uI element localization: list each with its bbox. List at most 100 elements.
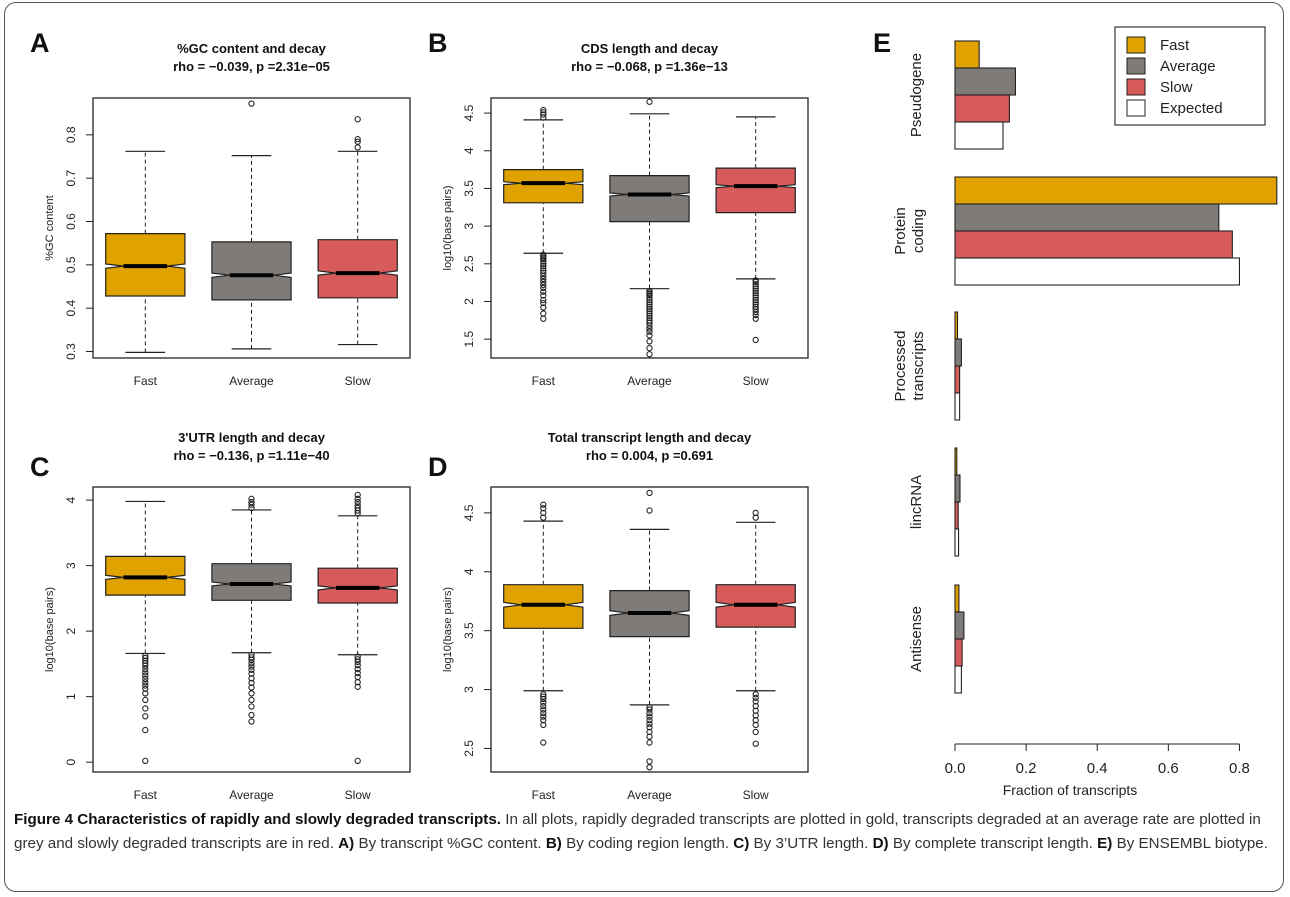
- caption-label-d: D): [872, 835, 889, 852]
- panel-b-fast-outlier-1: [540, 310, 547, 317]
- panel-letter-a: A: [30, 28, 50, 58]
- panel-c-average-outlier-16: [248, 501, 255, 508]
- panel-a-ytick-label-4: 0.7: [64, 170, 78, 187]
- panel-e-category-label-protein-coding-line-0: Protein: [892, 207, 909, 255]
- panel-c-average-outlier-18: [248, 495, 255, 502]
- panel-b-average-outlier-22: [646, 287, 653, 295]
- panel-e-bar-processed-transcripts-slow: [954, 365, 961, 394]
- panel-b-slow-outlier-15: [752, 280, 759, 288]
- panel-c-slow-outlier-12: [354, 504, 361, 512]
- panel-b-fast-outlier-7: [540, 284, 547, 292]
- panel-c-fast-outlier-12: [142, 665, 149, 673]
- panel-d-ytick-label-4: 4.5: [462, 504, 476, 521]
- panel-a-average-outlier-0: [248, 100, 255, 107]
- panel-d-average-outlier-1: [646, 758, 653, 765]
- panel-b-fast-outlier-5: [540, 292, 547, 299]
- panel-a-ytick-label-0: 0.3: [64, 343, 78, 360]
- panel-c-slow-outlier-6: [354, 662, 361, 669]
- panel-e-bar-lincrna-average: [954, 474, 961, 503]
- panel-c-ytick-label-0: 0: [64, 759, 78, 766]
- panel-b-slow-outlier-14: [752, 283, 759, 290]
- panel-b-slow-outlier-0: [752, 336, 759, 344]
- panel-d-subtitle: rho = 0.004, p =0.691: [586, 448, 713, 463]
- panel-b-fast-outlier-25: [540, 106, 547, 114]
- panel-b-ytick-label-2: 2.5: [462, 255, 476, 272]
- panel-a-xtick-label-2: Slow: [345, 374, 371, 388]
- panel-d-slow-outlier-8: [752, 694, 759, 701]
- panel-b-slow-outlier-11: [752, 290, 759, 297]
- panel-b-average-outlier-2: [646, 338, 653, 345]
- panel-d-fast-outlier-4: [540, 709, 547, 717]
- panel-b-slow-outlier-2: [752, 311, 759, 319]
- panel-b-fast-outlier-0: [540, 315, 547, 322]
- panel-c-average-outlier-14: [248, 651, 255, 658]
- caption-text-c: By 3’UTR length.: [753, 835, 873, 852]
- panel-b-slow-box: [715, 167, 796, 214]
- panel-a-xtick-label-0: Fast: [134, 374, 158, 388]
- panel-b-ytick-label-1: 2: [462, 298, 476, 305]
- panel-b-slow-outlier-7: [752, 299, 759, 306]
- panel-e-xlabel: Fraction of transcripts: [1003, 782, 1138, 798]
- panel-c-fast-outlier-4: [142, 696, 149, 704]
- panel-e-category-label-pseudogene: Pseudogene: [908, 53, 925, 137]
- panel-e-bar-protein-coding-fast: [954, 176, 1278, 205]
- panel-e-bar-pseudogene-expected: [954, 121, 1004, 150]
- panel-b-slow-outlier-13: [752, 285, 759, 292]
- panel-b-slow-outlier-17: [752, 277, 759, 284]
- panel-d-slow-outlier-9: [752, 691, 759, 698]
- panel-d-slow-outlier-1: [752, 728, 759, 736]
- panel-e-bar-lincrna-slow: [954, 501, 959, 530]
- panel-c-ytick-label-4: 4: [64, 496, 78, 503]
- panel-e-bar-antisense-average: [954, 611, 965, 640]
- panel-e-category-label-processed-transcripts-line-1: transcripts: [910, 331, 927, 400]
- panel-c-fast-outlier-6: [142, 685, 149, 692]
- panel-c-average-outlier-9: [248, 666, 255, 673]
- panel-c-fast-outlier-7: [142, 682, 149, 689]
- panel-b-average-outlier-3: [646, 332, 653, 339]
- panel-c-fast-outlier-3: [142, 705, 149, 712]
- panel-e-xtick-label-3: 0.6: [1158, 760, 1179, 777]
- panel-e-bar-antisense-expected: [954, 665, 962, 694]
- panel-d-average-outlier-7: [646, 717, 653, 724]
- panel-c-slow-box: [317, 567, 398, 604]
- panel-b-slow-outlier-12: [752, 287, 759, 295]
- panel-b-fast-outlier-8: [540, 281, 547, 289]
- panel-b-title: CDS length and decay: [581, 41, 719, 56]
- panel-b-fast-outlier-12: [540, 269, 547, 276]
- caption-title: Figure 4 Characteristics of rapidly and …: [14, 811, 501, 828]
- panel-b-slow-outlier-6: [752, 301, 759, 308]
- panel-e-bar-processed-transcripts-average: [954, 338, 962, 367]
- panel-d-plot-frame: [490, 486, 809, 773]
- panel-b-average-outlier-11: [646, 310, 653, 317]
- panel-e-bar-lincrna-expected: [954, 528, 960, 557]
- panel-c-slow-outlier-5: [354, 665, 361, 673]
- caption-text-b: By coding region length.: [566, 835, 734, 852]
- caption-text-a: By transcript %GC content.: [358, 835, 546, 852]
- panel-c-fast-outlier-0: [142, 757, 149, 765]
- panel-b-average-outlier-12: [646, 308, 653, 315]
- panel-e-bar-protein-coding-average: [954, 203, 1220, 232]
- panel-e-bar-pseudogene-slow: [954, 94, 1010, 123]
- panel-b-ytick-label-0: 1.5: [462, 330, 476, 347]
- panel-b-fast-outlier-9: [540, 278, 547, 286]
- panel-d-slow-outlier-0: [752, 740, 759, 747]
- panel-a-slow-box: [317, 239, 398, 299]
- panel-c-fast-outlier-16: [142, 654, 149, 662]
- panel-c-xtick-label-1: Average: [229, 788, 274, 802]
- panel-b-ytick-label-6: 4.5: [462, 104, 476, 121]
- panel-d-fast-outlier-6: [540, 702, 547, 710]
- panel-b-fast-outlier-6: [540, 288, 547, 295]
- caption-text-e: By ENSEMBL biotype.: [1116, 835, 1268, 852]
- panel-a-title: %GC content and decay: [177, 41, 327, 56]
- panel-d-average-outlier-0: [646, 764, 653, 771]
- panel-d-fast-outlier-2: [540, 717, 547, 724]
- panel-b-average-outlier-8: [646, 317, 653, 324]
- panel-c-fast-outlier-17: [142, 652, 149, 660]
- panel-b-average-outlier-15: [646, 301, 653, 308]
- panel-b-average-outlier-7: [646, 319, 653, 326]
- panel-a-ytick-label-2: 0.5: [64, 256, 78, 273]
- panel-a-plot-frame: [92, 97, 411, 359]
- panel-c-average-outlier-13: [248, 654, 255, 661]
- panel-c-fast-outlier-9: [142, 675, 149, 683]
- panel-c-title: 3'UTR length and decay: [178, 430, 326, 445]
